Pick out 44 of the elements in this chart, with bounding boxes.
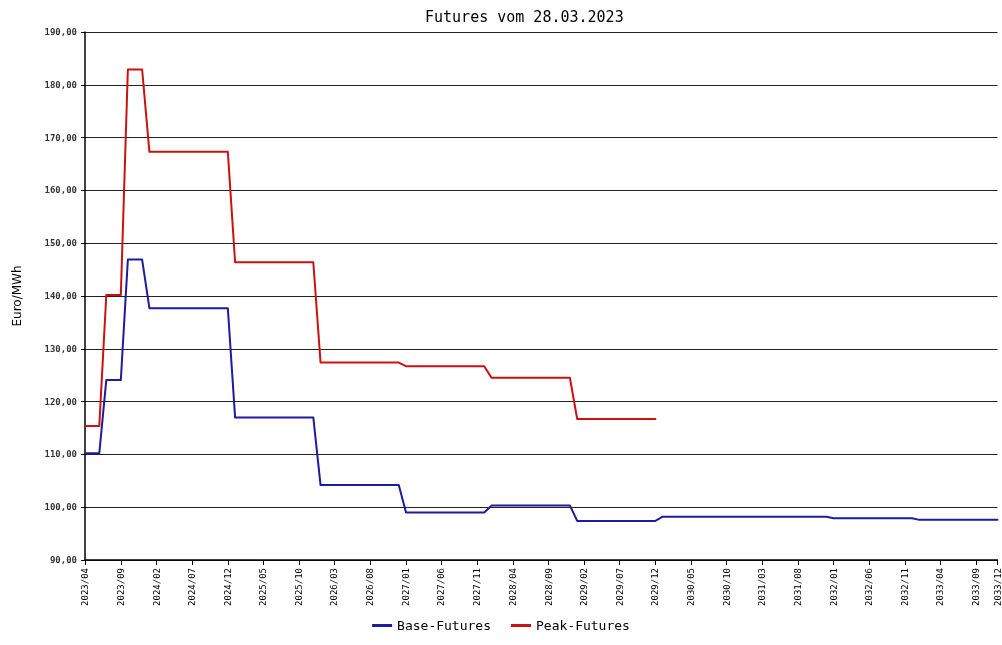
x-tick-label: 2032/06 [864, 568, 875, 606]
x-tick-label: 2023/04 [80, 568, 90, 606]
x-tick-label: 2029/02 [579, 568, 590, 606]
y-tick-label: 150,00 [44, 238, 77, 249]
x-tick-label: 2031/08 [792, 568, 803, 606]
x-tick-label: 2029/07 [614, 568, 625, 606]
x-tick-label: 2025/10 [294, 568, 305, 606]
y-tick-label: 170,00 [44, 132, 77, 143]
line-series [84, 258, 999, 522]
y-tick-label: 160,00 [44, 185, 77, 196]
x-tick-label: 2029/12 [650, 568, 661, 606]
x-tick-label: 2027/11 [472, 568, 483, 606]
y-tick-label: 180,00 [44, 79, 77, 90]
x-tick-label: 2027/06 [436, 568, 447, 606]
x-tick-label: 2025/05 [258, 568, 269, 606]
y-tick-label: 120,00 [44, 396, 77, 407]
x-tick-label: 2028/09 [543, 568, 554, 606]
x-tick-label: 2028/04 [507, 568, 518, 606]
y-tick-label: 140,00 [44, 291, 77, 301]
chart-title: Futures vom 28.03.2023 [425, 7, 624, 26]
y-tick-label: 130,00 [44, 343, 77, 354]
x-tick-label: 2033/12 [992, 568, 1002, 606]
x-tick-label: 2023/09 [115, 568, 126, 606]
x-tick-label: 2030/05 [685, 568, 696, 606]
y-tick-label: 90,00 [49, 555, 77, 565]
x-tick-label: 2026/03 [329, 568, 340, 606]
x-tick-label: 2031/03 [756, 568, 767, 606]
y-tick-label: 110,00 [44, 449, 77, 460]
x-tick-label: 2024/12 [222, 568, 233, 606]
x-tick-label: 2032/11 [900, 568, 911, 606]
y-axis-title: Euro/MWh [10, 265, 24, 327]
x-tick-label: 2030/10 [721, 568, 732, 606]
x-tick-label: 2024/02 [151, 568, 162, 606]
x-tick-label: 2027/01 [401, 568, 412, 606]
line-series [84, 68, 657, 427]
x-tick-label: 2032/01 [828, 568, 839, 606]
x-tick-label: 2024/07 [187, 568, 198, 606]
y-tick-label: 190,00 [44, 27, 77, 37]
legend-label: Base-Futures [397, 618, 491, 633]
legend-label: Peak-Futures [536, 618, 630, 633]
x-tick-label: 2026/08 [365, 568, 376, 606]
y-tick-label: 100,00 [44, 502, 77, 513]
x-tick-label: 2033/09 [971, 568, 982, 606]
x-tick-label: 2033/04 [935, 568, 946, 606]
